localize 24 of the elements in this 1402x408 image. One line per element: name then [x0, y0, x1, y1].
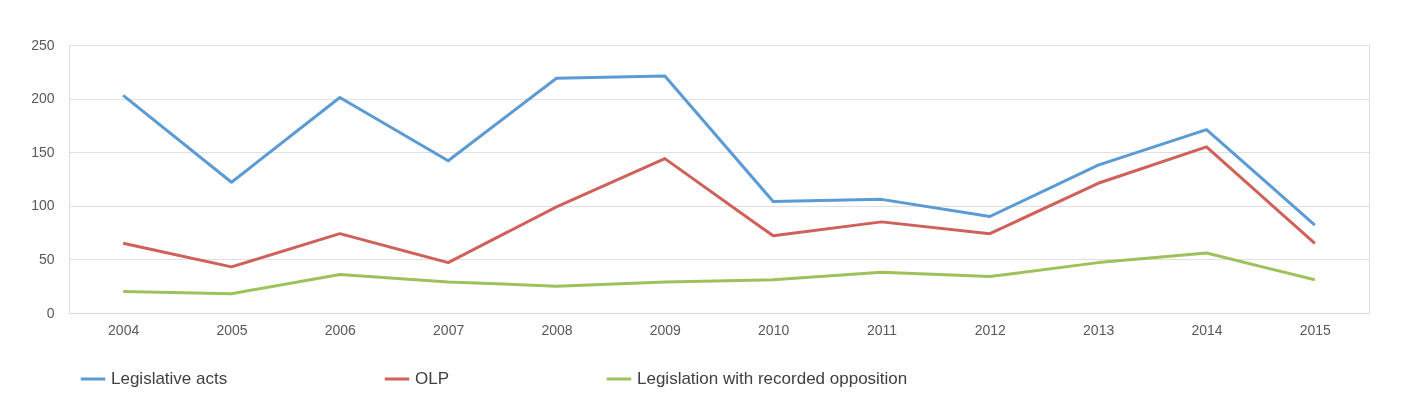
- x-tick-label: 2015: [1299, 321, 1332, 338]
- line-series: [121, 74, 1317, 227]
- y-tick-label: 50: [38, 250, 55, 267]
- line-series: [121, 145, 1317, 269]
- x-tick-label: 2011: [866, 321, 898, 338]
- y-tick-label: 150: [31, 143, 55, 160]
- x-tick-label: 2008: [541, 321, 573, 338]
- x-tick-label: 2005: [216, 321, 248, 338]
- x-tick-label: 2004: [108, 321, 140, 338]
- x-tick-label: 2014: [1191, 321, 1223, 338]
- x-tick-label: 2013: [1083, 321, 1115, 338]
- x-tick-label: 2006: [324, 321, 357, 338]
- y-tick-label: 0: [46, 304, 55, 321]
- legend-label: Legislation with recorded opposition: [637, 369, 908, 388]
- x-tick-label: 2007: [433, 321, 465, 338]
- legend-label: OLP: [415, 369, 450, 388]
- x-tick-label: 2010: [758, 321, 790, 338]
- y-tick-label: 200: [31, 90, 55, 107]
- x-tick-label: 2012: [974, 321, 1007, 338]
- legend-label: Legislative acts: [111, 369, 228, 388]
- y-tick-label: 250: [31, 36, 55, 53]
- x-tick-label: 2009: [649, 321, 682, 338]
- line-series: [121, 251, 1317, 296]
- y-tick-label: 100: [31, 197, 55, 214]
